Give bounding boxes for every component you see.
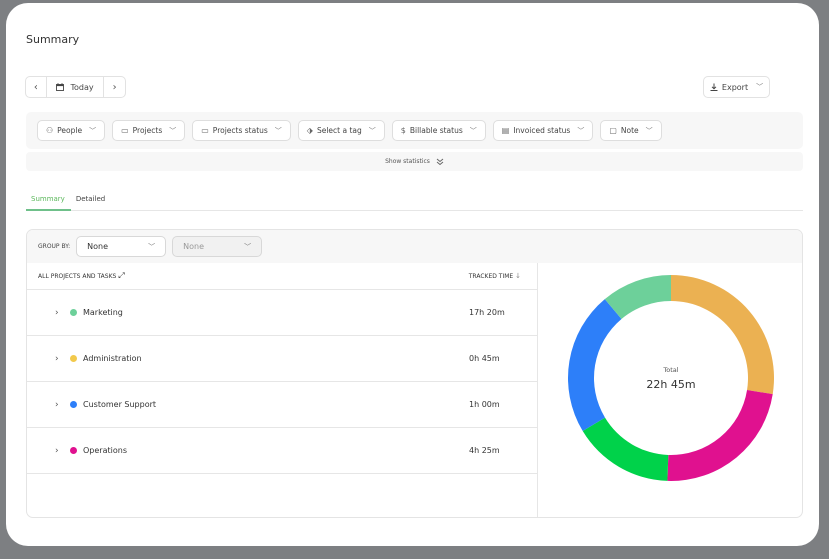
filter-projects[interactable]: ▭ Projects ﹀ <box>112 120 186 141</box>
chevron-down-icon: ﹀ <box>169 126 177 135</box>
filter-label: Projects status <box>212 126 268 135</box>
donut-center-label: Total 22h 45m <box>568 275 774 481</box>
chevron-down-icon: ﹀ <box>577 126 585 135</box>
filter-note[interactable]: ▢ Note ﹀ <box>600 120 662 141</box>
chevron-down-icon: ﹀ <box>244 242 252 251</box>
chevron-right-icon[interactable]: › <box>55 445 59 456</box>
date-navigator: ‹ Today › <box>25 76 126 98</box>
table-row[interactable]: › Customer Support 1h 00m <box>27 382 537 428</box>
header-label: TRACKED TIME <box>468 273 514 280</box>
select-value: None <box>183 242 205 251</box>
tab-summary[interactable]: Summary <box>26 195 71 211</box>
donut-slice[interactable] <box>604 275 671 320</box>
donut-slice[interactable] <box>667 390 773 481</box>
double-chevron-down-icon <box>436 158 444 165</box>
group-by-label: GROUP BY: <box>38 243 71 250</box>
filter-label: Projects <box>132 126 163 135</box>
tracked-time: 0h 45m <box>469 354 500 363</box>
select-value: None <box>87 242 109 251</box>
prev-date-button[interactable]: ‹ <box>26 77 47 97</box>
sort-down-icon: ↓ <box>515 272 521 280</box>
chevron-down-icon: ﹀ <box>469 126 477 135</box>
tracked-time: 4h 25m <box>469 446 500 455</box>
folder-icon: ▭ <box>201 126 209 135</box>
project-color-dot <box>70 447 77 454</box>
chevron-down-icon: ﹀ <box>368 126 376 135</box>
chevron-down-icon: ﹀ <box>148 242 156 251</box>
show-statistics-label: Show statistics <box>385 158 430 165</box>
project-name: Customer Support <box>83 400 157 409</box>
group-by-primary-select[interactable]: None ﹀ <box>76 236 167 257</box>
filter-bar: ⚇ People ﹀ ▭ Projects ﹀ ▭ Projects status ﹀ ⬗ S… <box>26 112 803 149</box>
expand-icon[interactable]: ⤢ <box>118 271 125 280</box>
export-label: Export <box>721 82 749 92</box>
filter-label: People <box>57 126 83 135</box>
page-title: Summary <box>26 33 80 46</box>
export-button[interactable]: Export ﹀ <box>703 76 770 98</box>
chevron-down-icon: ﹀ <box>645 126 653 135</box>
tag-icon: ⬗ <box>306 126 313 135</box>
today-button[interactable]: Today <box>47 77 105 97</box>
chevron-down-icon: ﹀ <box>756 83 764 91</box>
filter-billable-status[interactable]: $ Billable status ﹀ <box>391 120 486 141</box>
projects-table: ALL PROJECTS AND TASKS ⤢ TRACKED TIME ↓ … <box>27 263 538 517</box>
filter-people[interactable]: ⚇ People ﹀ <box>37 120 106 141</box>
project-name: Administration <box>83 354 142 363</box>
filter-label: Invoiced status <box>513 126 571 135</box>
calendar-icon <box>56 83 65 91</box>
project-name: Operations <box>83 446 127 455</box>
chevron-left-icon: ‹ <box>33 81 38 93</box>
group-by-bar: GROUP BY: None ﹀ None ﹀ <box>27 230 802 263</box>
download-icon <box>710 83 718 91</box>
chevron-right-icon: › <box>112 81 117 93</box>
people-icon: ⚇ <box>46 126 54 135</box>
filter-invoiced-status[interactable]: ▤ Invoiced status ﹀ <box>492 120 594 141</box>
next-date-button[interactable]: › <box>104 77 125 97</box>
report-tabs: Summary Detailed <box>26 195 803 211</box>
group-by-secondary-select[interactable]: None ﹀ <box>172 236 263 257</box>
tracked-time: 17h 20m <box>469 308 505 317</box>
project-color-dot <box>70 401 77 408</box>
header-all-projects: ALL PROJECTS AND TASKS ⤢ <box>38 271 125 281</box>
filter-label: Note <box>620 126 639 135</box>
donut-slice[interactable] <box>671 275 774 395</box>
filter-label: Select a tag <box>316 126 362 135</box>
header-tracked-time[interactable]: TRACKED TIME ↓ <box>469 272 521 280</box>
filter-tag[interactable]: ⬗ Select a tag ﹀ <box>297 120 385 141</box>
table-row[interactable]: › Marketing 17h 20m <box>27 290 537 336</box>
folder-icon: ▭ <box>121 126 129 135</box>
show-statistics-toggle[interactable]: Show statistics <box>26 152 803 171</box>
today-label: Today <box>70 82 94 92</box>
invoice-icon: ▤ <box>501 126 510 135</box>
table-header: ALL PROJECTS AND TASKS ⤢ TRACKED TIME ↓ <box>27 263 537 290</box>
filter-projects-status[interactable]: ▭ Projects status ﹀ <box>192 120 291 141</box>
comment-icon: ▢ <box>609 126 617 135</box>
donut-slice[interactable] <box>568 299 622 432</box>
dollar-icon: $ <box>400 126 406 135</box>
donut-chart-area: Total 22h 45m <box>538 263 802 517</box>
chevron-right-icon[interactable]: › <box>55 307 59 318</box>
report-panel: GROUP BY: None ﹀ None ﹀ ALL PROJECTS AND T… <box>26 229 803 518</box>
filter-label: Billable status <box>409 126 463 135</box>
chevron-right-icon[interactable]: › <box>55 353 59 364</box>
project-color-dot <box>70 355 77 362</box>
table-row[interactable]: › Operations 4h 25m <box>27 428 537 474</box>
donut-chart <box>568 275 774 481</box>
donut-slice[interactable] <box>582 417 669 481</box>
chevron-right-icon[interactable]: › <box>55 399 59 410</box>
table-row[interactable]: › Administration 0h 45m <box>27 336 537 382</box>
chevron-down-icon: ﹀ <box>274 126 282 135</box>
total-value: 22h 45m <box>646 377 696 391</box>
header-label: ALL PROJECTS AND TASKS <box>38 273 117 280</box>
project-name: Marketing <box>83 308 123 317</box>
tab-detailed[interactable]: Detailed <box>75 195 106 203</box>
tracked-time: 1h 00m <box>469 400 500 409</box>
project-color-dot <box>70 309 77 316</box>
chevron-down-icon: ﹀ <box>89 126 97 135</box>
total-label: Total <box>663 365 679 374</box>
